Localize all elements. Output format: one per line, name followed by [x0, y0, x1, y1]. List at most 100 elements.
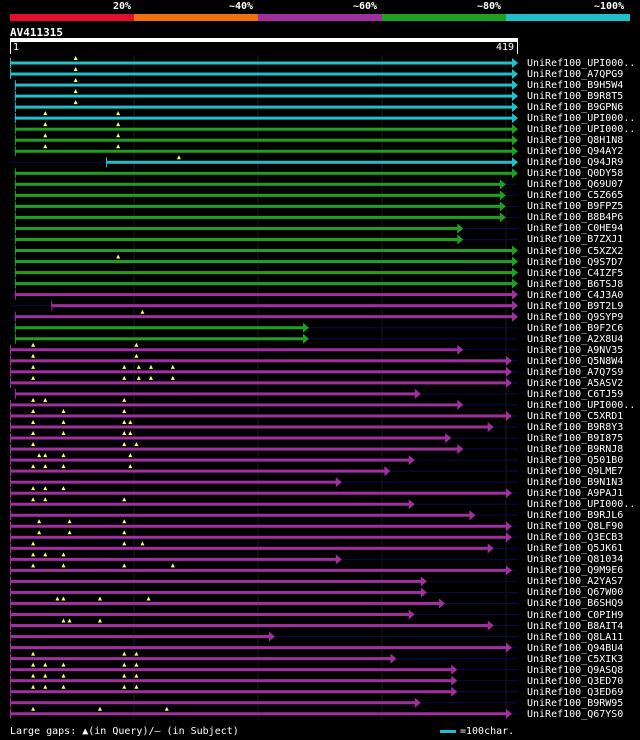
- hit-label[interactable]: UniRef100_Q501B0: [527, 455, 624, 467]
- query-gap-marker: [136, 364, 141, 369]
- hit-label[interactable]: UniRef100_Q94BU4: [527, 642, 624, 654]
- hit-bar: [14, 171, 514, 175]
- hit-label[interactable]: UniRef100_B9R8Y3: [527, 421, 624, 433]
- query-gap-marker: [122, 673, 127, 678]
- hit-label[interactable]: UniRef100_B9RJL6: [527, 510, 624, 522]
- hit-label[interactable]: UniRef100_C5Z665: [527, 190, 624, 202]
- query-gap-marker: [43, 111, 48, 116]
- hit-label[interactable]: UniRef100_B6SHQ9: [527, 598, 624, 610]
- hit-label[interactable]: UniRef100_Q5JK61: [527, 543, 624, 555]
- hit-label[interactable]: UniRef100_Q5N8W4: [527, 355, 624, 367]
- hit-label[interactable]: UniRef100_Q3ED70: [527, 675, 624, 687]
- hit-label[interactable]: UniRef100_Q9ASQ8: [527, 664, 624, 676]
- hit-label[interactable]: UniRef100_Q94JR9: [527, 157, 624, 169]
- hit-label[interactable]: UniRef100_UPI000..: [527, 58, 636, 69]
- hit-label[interactable]: UniRef100_C5XZX2: [527, 245, 624, 257]
- hit-label[interactable]: UniRef100_B9T2L9: [527, 300, 624, 312]
- hit-label[interactable]: UniRef100_B9F2C6: [527, 322, 624, 334]
- hit-label[interactable]: UniRef100_Q3ECB3: [527, 532, 624, 544]
- hit-label[interactable]: UniRef100_C4IZF5: [527, 267, 624, 279]
- hit-label[interactable]: UniRef100_Q8H1N8: [527, 135, 624, 147]
- hit-label[interactable]: UniRef100_Q3ED69: [527, 686, 624, 698]
- hit-start-tick: [10, 664, 11, 675]
- hit-label[interactable]: UniRef100_B9RW95: [527, 697, 624, 709]
- hit-arrow-icon: [420, 576, 427, 587]
- query-gap-marker: [134, 673, 139, 678]
- query-gap-marker: [61, 431, 66, 436]
- hit-label[interactable]: UniRef100_A7Q7S9: [527, 366, 624, 378]
- hit-start-tick: [10, 69, 11, 80]
- hit-label[interactable]: UniRef100_B6TSJ8: [527, 278, 624, 290]
- hit-arrow-icon: [512, 168, 518, 179]
- hit-label[interactable]: UniRef100_UPI000..: [527, 399, 636, 411]
- hit-label[interactable]: UniRef100_B9R8T5: [527, 91, 624, 103]
- hit-label[interactable]: UniRef100_C5XIK3: [527, 653, 624, 665]
- hit-label[interactable]: UniRef100_Q9LME7: [527, 466, 624, 478]
- legend-label-40: ~40%: [229, 1, 254, 12]
- hit-arrow-icon: [420, 587, 427, 598]
- hit-label[interactable]: UniRef100_Q9S7D7: [527, 256, 624, 268]
- hit-arrow-icon: [505, 708, 512, 719]
- query-gap-marker: [43, 486, 48, 491]
- hit-label[interactable]: UniRef100_Q81034: [527, 554, 624, 566]
- hit-label[interactable]: UniRef100_Q9M9E6: [527, 565, 624, 577]
- query-gap-marker: [61, 618, 66, 623]
- hit-label[interactable]: UniRef100_Q0DY58: [527, 168, 624, 180]
- hit-label[interactable]: UniRef100_B9N1N3: [527, 477, 624, 489]
- hit-label[interactable]: UniRef100_UPI000..: [527, 124, 636, 136]
- hit-start-tick: [10, 355, 11, 366]
- hit-arrow-icon: [512, 289, 518, 300]
- query-gap-marker: [146, 596, 151, 601]
- hit-label[interactable]: UniRef100_Q8LA11: [527, 631, 624, 643]
- hit-bar: [14, 116, 514, 120]
- hit-label[interactable]: UniRef100_A2YAS7: [527, 576, 624, 588]
- hit-label[interactable]: UniRef100_A9PAJ1: [527, 488, 624, 500]
- hit-start-tick: [14, 388, 16, 399]
- hit-label[interactable]: UniRef100_B8AIT4: [527, 620, 624, 632]
- hit-label[interactable]: UniRef100_Q9SYP9: [527, 311, 624, 323]
- hit-bar: [10, 72, 513, 76]
- hit-label[interactable]: UniRef100_Q67YS0: [527, 708, 624, 720]
- hit-label[interactable]: UniRef100_A9NV35: [527, 344, 624, 356]
- hit-label[interactable]: UniRef100_B9H5W4: [527, 80, 624, 92]
- hit-bar: [10, 590, 422, 594]
- hit-bar: [14, 392, 416, 396]
- hit-label[interactable]: UniRef100_B9RNJ8: [527, 444, 624, 456]
- legend-label-100: ~100%: [594, 1, 625, 12]
- hit-arrow-icon: [512, 58, 518, 68]
- hit-label[interactable]: UniRef100_B9I875: [527, 433, 624, 445]
- hit-label[interactable]: UniRef100_A5ASV2: [527, 377, 624, 389]
- hit-label[interactable]: UniRef100_UPI000..: [527, 499, 636, 511]
- hit-label[interactable]: UniRef100_A7QPG9: [527, 69, 624, 81]
- ruler-end-label: 419: [496, 42, 515, 53]
- hit-arrow-icon: [457, 344, 464, 355]
- hit-label[interactable]: UniRef100_C0PIH9: [527, 609, 624, 621]
- query-gap-marker: [122, 662, 127, 667]
- hit-start-tick: [10, 642, 11, 653]
- query-gap-marker: [61, 662, 66, 667]
- hit-arrow-icon: [499, 201, 506, 212]
- hit-label[interactable]: UniRef100_C5XRD1: [527, 410, 624, 422]
- gap-legend: Large gaps: ▲(in Query)/— (in Subject): [10, 726, 239, 737]
- hit-label[interactable]: UniRef100_Q67W00: [527, 587, 624, 599]
- hit-start-tick: [10, 620, 11, 631]
- query-gap-marker: [122, 431, 127, 436]
- hit-label[interactable]: UniRef100_B9GPN6: [527, 102, 624, 114]
- hit-label[interactable]: UniRef100_B9FPZ5: [527, 201, 624, 213]
- hit-label[interactable]: UniRef100_C6TJ59: [527, 388, 624, 400]
- hit-label[interactable]: UniRef100_Q8LF90: [527, 521, 624, 533]
- hit-start-tick: [106, 157, 108, 168]
- hit-label[interactable]: UniRef100_Q94AY2: [527, 146, 624, 158]
- hit-start-tick: [10, 488, 11, 499]
- hit-start-tick: [10, 521, 11, 532]
- hit-start-tick: [10, 708, 11, 719]
- hit-label[interactable]: UniRef100_B7ZXJ1: [527, 234, 624, 246]
- query-gap-marker: [61, 673, 66, 678]
- hit-label[interactable]: UniRef100_Q69U07: [527, 179, 624, 191]
- hit-label[interactable]: UniRef100_C4J3A0: [527, 289, 624, 301]
- hit-label[interactable]: UniRef100_B8B4P6: [527, 212, 624, 224]
- hit-bar: [10, 425, 489, 429]
- hit-label[interactable]: UniRef100_UPI000..: [527, 113, 636, 125]
- hit-label[interactable]: UniRef100_C0HE94: [527, 223, 624, 235]
- hit-label[interactable]: UniRef100_A2X8U4: [527, 333, 624, 345]
